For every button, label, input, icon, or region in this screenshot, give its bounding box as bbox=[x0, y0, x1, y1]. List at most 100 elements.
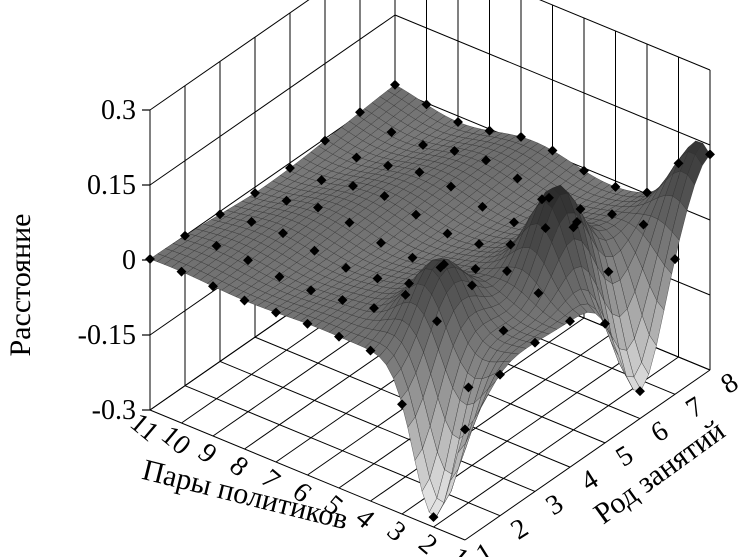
data-point-marker bbox=[386, 127, 397, 138]
y-tick-label: 8 bbox=[716, 367, 744, 401]
data-point-marker bbox=[383, 160, 393, 171]
z-tick-label: 0 bbox=[122, 245, 136, 276]
floor-grid-line bbox=[149, 409, 466, 541]
data-point-marker bbox=[547, 145, 558, 156]
y-tick-label: 4 bbox=[576, 464, 604, 498]
data-point-marker bbox=[635, 386, 645, 397]
data-point-marker bbox=[411, 209, 421, 220]
data-point-marker bbox=[642, 187, 652, 198]
data-point-marker bbox=[498, 325, 509, 336]
data-point-marker bbox=[470, 263, 481, 274]
data-point-marker bbox=[474, 239, 484, 250]
data-point-marker bbox=[180, 230, 190, 241]
data-point-marker bbox=[544, 192, 554, 203]
left-wall-grid-line bbox=[149, 0, 310, 111]
data-point-marker bbox=[512, 173, 523, 184]
data-point-marker bbox=[407, 252, 418, 263]
data-point-marker bbox=[274, 271, 285, 282]
x-tick-label: 4 bbox=[349, 502, 380, 535]
data-point-marker bbox=[344, 217, 355, 228]
data-point-marker bbox=[400, 289, 411, 300]
data-point-marker bbox=[705, 149, 715, 160]
data-point-marker bbox=[638, 219, 649, 230]
x-tick-label: 2 bbox=[412, 528, 443, 557]
data-point-marker bbox=[495, 369, 505, 380]
data-point-marker bbox=[460, 424, 470, 435]
data-point-marker bbox=[530, 337, 540, 348]
data-point-marker bbox=[579, 165, 589, 176]
data-point-marker bbox=[246, 216, 257, 227]
floor-grid-line bbox=[464, 369, 711, 541]
z-axis: 0.3 0.15 0 -0.15 -0.3 bbox=[78, 95, 150, 426]
z-tick-label: 0.15 bbox=[87, 170, 136, 201]
data-point-marker bbox=[600, 318, 610, 329]
data-point-marker bbox=[309, 245, 320, 256]
data-point-marker bbox=[439, 259, 449, 270]
data-point-marker bbox=[176, 266, 187, 277]
data-point-marker bbox=[572, 217, 582, 227]
x-tick-label: 3 bbox=[381, 515, 412, 548]
data-point-marker bbox=[540, 223, 551, 234]
data-point-marker bbox=[481, 155, 491, 166]
data-point-marker bbox=[428, 512, 439, 523]
data-point-marker bbox=[365, 345, 376, 356]
data-point-marker bbox=[316, 175, 327, 186]
data-point-marker bbox=[446, 181, 456, 192]
z-tick-label: -0.3 bbox=[92, 395, 136, 426]
data-point-marker bbox=[211, 240, 222, 251]
data-point-marker bbox=[610, 181, 621, 192]
y-tick-label: 2 bbox=[506, 512, 534, 546]
data-point-marker bbox=[313, 202, 323, 213]
data-point-marker bbox=[281, 195, 292, 206]
floor-grid-line bbox=[219, 360, 536, 492]
data-point-marker bbox=[271, 307, 281, 318]
data-point-marker bbox=[449, 145, 460, 156]
data-point-marker bbox=[348, 180, 358, 191]
data-point-marker bbox=[208, 281, 218, 292]
data-point-marker bbox=[376, 237, 386, 248]
z-tick-label: 0.3 bbox=[101, 95, 136, 126]
data-point-marker bbox=[397, 399, 407, 410]
data-point-marker bbox=[320, 135, 330, 146]
data-point-marker bbox=[278, 228, 288, 239]
data-point-marker bbox=[516, 131, 526, 142]
z-axis-title: Расстояние bbox=[4, 214, 37, 357]
data-point-marker bbox=[302, 318, 313, 329]
data-point-marker bbox=[502, 266, 512, 277]
data-point-marker bbox=[372, 273, 383, 284]
y-tick-label: 3 bbox=[541, 488, 569, 522]
floor-grid-line bbox=[370, 330, 616, 502]
data-point-marker bbox=[414, 167, 425, 178]
data-point-marker bbox=[442, 228, 453, 239]
data-point-marker bbox=[404, 278, 414, 289]
data-point-marker bbox=[565, 316, 575, 327]
data-point-marker bbox=[369, 303, 379, 314]
data-point-marker bbox=[243, 255, 253, 266]
data-point-marker bbox=[432, 316, 442, 327]
left-wall-grid-line bbox=[149, 14, 396, 186]
data-point-marker bbox=[673, 158, 684, 169]
y-tick-label: 5 bbox=[611, 440, 639, 474]
data-point-marker bbox=[145, 254, 155, 264]
data-point-marker bbox=[463, 382, 474, 393]
data-point-marker bbox=[334, 331, 344, 342]
data-point-marker bbox=[607, 209, 617, 220]
data-point-marker bbox=[467, 280, 477, 291]
data-point-marker bbox=[351, 152, 362, 163]
z-tick-label: -0.15 bbox=[78, 320, 136, 351]
data-point-marker bbox=[418, 140, 428, 150]
data-point-marker bbox=[250, 188, 260, 198]
data-point-marker bbox=[285, 163, 295, 174]
y-tick-label: 1 bbox=[471, 537, 499, 557]
data-point-marker bbox=[509, 217, 519, 228]
data-point-marker bbox=[533, 288, 544, 299]
data-point-marker bbox=[215, 209, 225, 220]
data-point-marker bbox=[603, 266, 614, 277]
data-point-marker bbox=[239, 295, 250, 306]
data-point-marker bbox=[306, 285, 316, 296]
data-point-marker bbox=[537, 194, 547, 205]
data-point-marker bbox=[337, 295, 348, 305]
data-point-marker bbox=[484, 125, 495, 136]
data-point-marker bbox=[379, 191, 390, 201]
